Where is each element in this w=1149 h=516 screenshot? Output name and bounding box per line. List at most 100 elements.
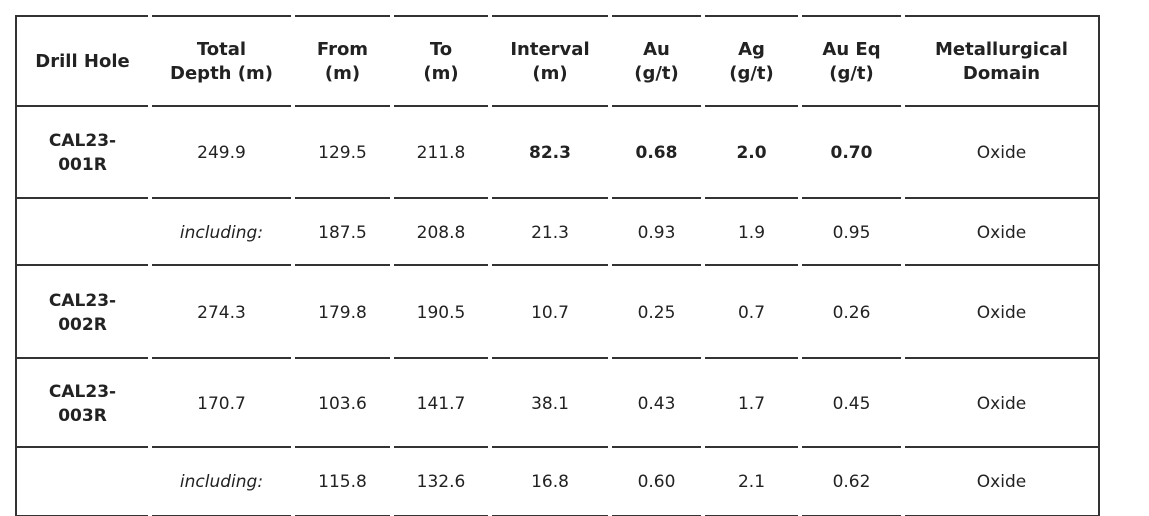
table-cell: 10.7 bbox=[492, 264, 608, 359]
cell-text: 274.3 bbox=[197, 302, 246, 323]
table-cell: 2.1 bbox=[705, 446, 798, 516]
cell-text: Total bbox=[196, 39, 247, 60]
cell-text: (m) bbox=[532, 63, 568, 84]
table-cell: Oxide bbox=[905, 105, 1100, 199]
header-cell: To (m) bbox=[394, 15, 488, 107]
cell-text: Oxide bbox=[976, 302, 1027, 323]
cell-text: Au bbox=[643, 39, 670, 60]
cell-text: 211.8 bbox=[416, 143, 466, 163]
table-cell: CAL23- 003R bbox=[15, 357, 148, 448]
header-cell: Metallurgical Domain bbox=[905, 15, 1100, 107]
table-cell: 190.5 bbox=[394, 264, 488, 359]
cell-text: 21.3 bbox=[531, 222, 569, 243]
table-cell: 170.7 bbox=[152, 357, 291, 448]
cell-text: Oxide bbox=[976, 471, 1027, 492]
header-cell: Drill Hole bbox=[15, 15, 148, 107]
cell-text: Oxide bbox=[976, 143, 1027, 163]
table-cell: 0.95 bbox=[802, 197, 901, 266]
cell-text: 001R bbox=[58, 155, 107, 175]
cell-text: 141.7 bbox=[416, 393, 466, 414]
cell-text: 0.7 bbox=[737, 302, 766, 323]
cell-text: including: bbox=[179, 222, 264, 243]
cell-text: 0.26 bbox=[832, 302, 871, 323]
cell-text: 129.5 bbox=[318, 143, 367, 163]
cell-text: 003R bbox=[58, 405, 107, 426]
cell-text: (g/t) bbox=[729, 63, 774, 84]
cell-text: Interval bbox=[510, 39, 590, 60]
table-cell: 211.8 bbox=[394, 105, 488, 199]
table-cell: 0.25 bbox=[612, 264, 701, 359]
cell-text: Oxide bbox=[976, 393, 1027, 414]
header-cell: Au (g/t) bbox=[612, 15, 701, 107]
cell-text: 38.1 bbox=[531, 393, 569, 414]
cell-text: (m) bbox=[423, 63, 459, 84]
cell-text: 16.8 bbox=[531, 471, 569, 492]
header-cell: Total Depth (m) bbox=[152, 15, 291, 107]
cell-text: 2.0 bbox=[736, 143, 767, 163]
header-cell: Ag (g/t) bbox=[705, 15, 798, 107]
cell-text: 208.8 bbox=[416, 222, 466, 243]
table-cell: 208.8 bbox=[394, 197, 488, 266]
cell-text: (g/t) bbox=[829, 63, 874, 84]
table-cell: 103.6 bbox=[295, 357, 390, 448]
cell-text: 0.70 bbox=[830, 143, 873, 163]
table-cell: Oxide bbox=[905, 446, 1100, 516]
table-cell: 0.60 bbox=[612, 446, 701, 516]
table-cell: 132.6 bbox=[394, 446, 488, 516]
cell-text: Oxide bbox=[976, 222, 1027, 243]
cell-text: From bbox=[316, 39, 369, 60]
cell-text: 0.95 bbox=[832, 222, 871, 243]
cell-text: 2.1 bbox=[737, 471, 766, 492]
table-cell: 115.8 bbox=[295, 446, 390, 516]
cell-text: 0.93 bbox=[637, 222, 676, 243]
table-cell: 0.26 bbox=[802, 264, 901, 359]
cell-text: 1.7 bbox=[737, 393, 766, 414]
header-cell: Interval (m) bbox=[492, 15, 608, 107]
header-cell: From (m) bbox=[295, 15, 390, 107]
table-cell: including: bbox=[152, 197, 291, 266]
table-cell: 1.7 bbox=[705, 357, 798, 448]
table-cell: 129.5 bbox=[295, 105, 390, 199]
table-cell: 82.3 bbox=[492, 105, 608, 199]
cell-text: 190.5 bbox=[416, 302, 466, 323]
cell-text: 0.43 bbox=[637, 393, 676, 414]
table-cell: 249.9 bbox=[152, 105, 291, 199]
cell-text: Metallurgical bbox=[935, 39, 1068, 60]
table-cell: 0.43 bbox=[612, 357, 701, 448]
cell-text: 0.62 bbox=[832, 471, 871, 492]
cell-text: 10.7 bbox=[531, 302, 569, 323]
cell-text: 1.9 bbox=[737, 222, 766, 243]
table-cell: Oxide bbox=[905, 264, 1100, 359]
cell-text: 0.68 bbox=[635, 143, 678, 163]
table-cell: CAL23- 001R bbox=[15, 105, 148, 199]
cell-text: Depth (m) bbox=[170, 63, 273, 84]
cell-text: 0.25 bbox=[637, 302, 676, 323]
table-cell: 0.45 bbox=[802, 357, 901, 448]
table-cell: 0.7 bbox=[705, 264, 798, 359]
cell-text: (m) bbox=[324, 63, 361, 84]
table-cell: 16.8 bbox=[492, 446, 608, 516]
table-cell: CAL23- 002R bbox=[15, 264, 148, 359]
cell-text: including: bbox=[179, 471, 264, 492]
table-cell: 0.68 bbox=[612, 105, 701, 199]
cell-text: Drill Hole bbox=[35, 51, 130, 72]
cell-text: CAL23- bbox=[48, 290, 117, 311]
table-cell bbox=[15, 197, 148, 266]
table-cell: Oxide bbox=[905, 197, 1100, 266]
cell-text: 249.9 bbox=[197, 143, 246, 163]
table-cell: 179.8 bbox=[295, 264, 390, 359]
table-cell: 1.9 bbox=[705, 197, 798, 266]
cell-text: Domain bbox=[962, 63, 1041, 84]
table-cell: 38.1 bbox=[492, 357, 608, 448]
table-cell: 21.3 bbox=[492, 197, 608, 266]
cell-text: 82.3 bbox=[529, 143, 571, 163]
header-cell: Au Eq (g/t) bbox=[802, 15, 901, 107]
table-cell: 0.70 bbox=[802, 105, 901, 199]
table-cell: Oxide bbox=[905, 357, 1100, 448]
cell-text: 115.8 bbox=[318, 471, 367, 492]
cell-text: Ag bbox=[738, 39, 765, 60]
cell-text: 187.5 bbox=[318, 222, 367, 243]
cell-text: 002R bbox=[58, 314, 107, 335]
table-cell: including: bbox=[152, 446, 291, 516]
